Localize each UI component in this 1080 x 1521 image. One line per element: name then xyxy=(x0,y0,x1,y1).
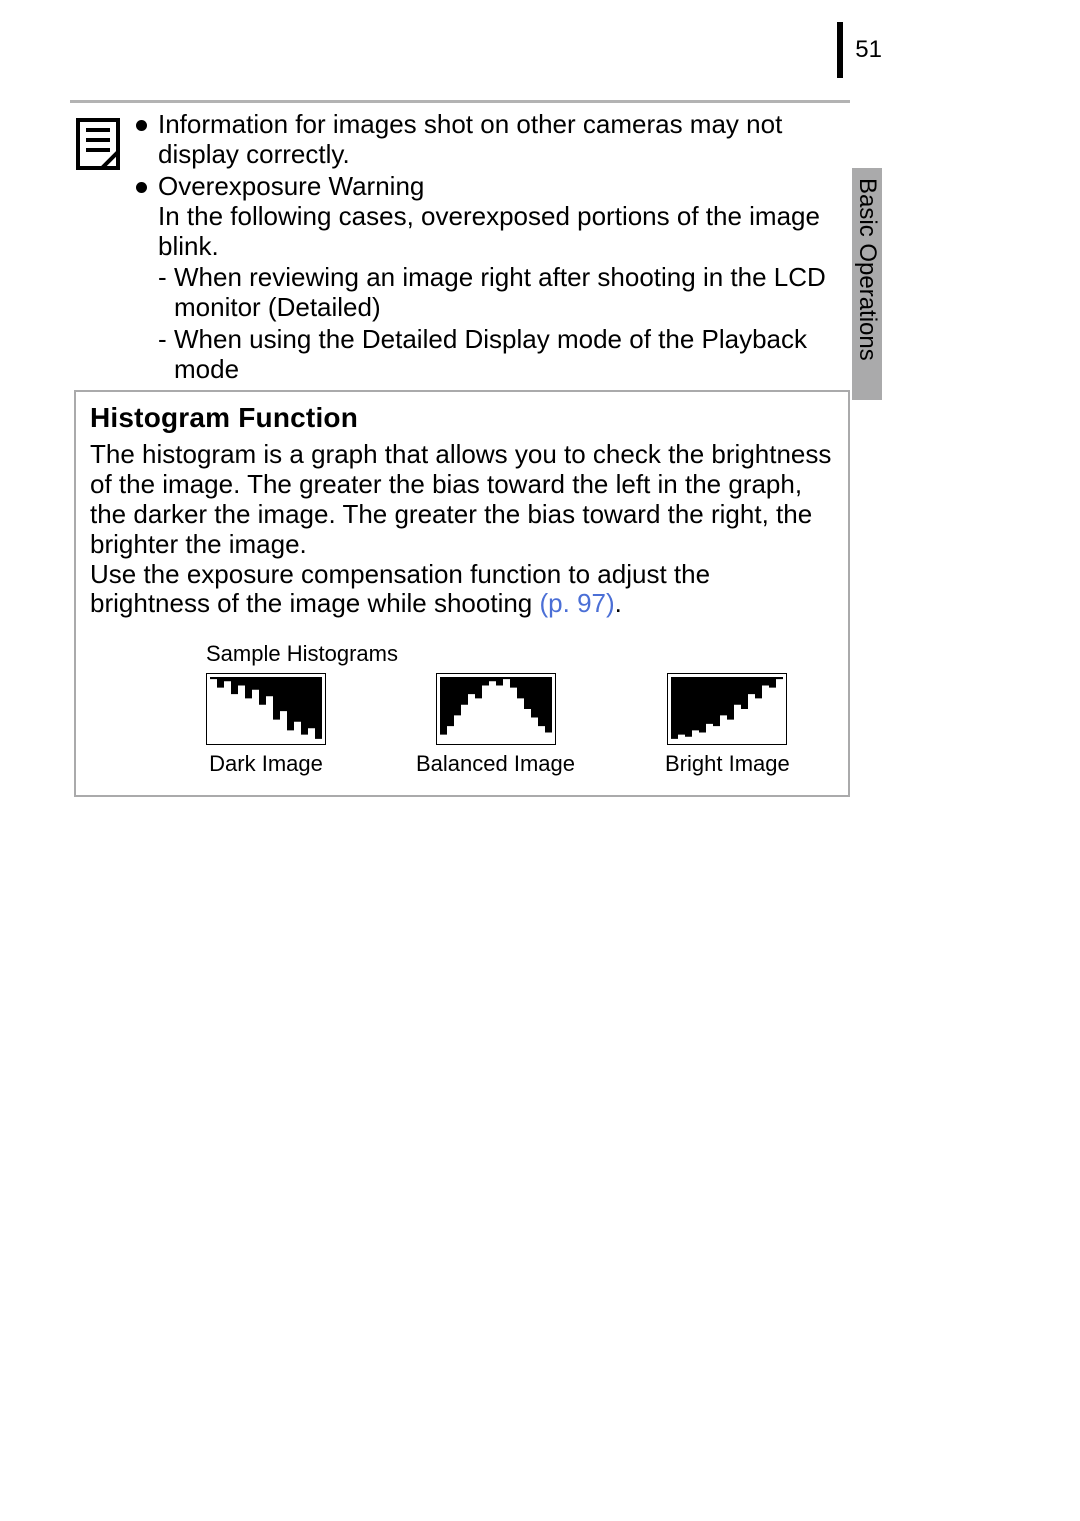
sample-histogram-bright: Bright Image xyxy=(665,673,790,777)
histogram-caption: Bright Image xyxy=(665,751,790,777)
note-bullet: Overexposure Warning In the following ca… xyxy=(136,172,850,385)
histogram-caption: Dark Image xyxy=(209,751,323,777)
histogram-icon xyxy=(667,673,787,745)
histogram-para2: Use the exposure compensation function t… xyxy=(90,560,834,620)
note-bullet: Information for images shot on other cam… xyxy=(136,110,850,170)
sample-histogram-balanced: Balanced Image xyxy=(416,673,575,777)
note-block: Information for images shot on other cam… xyxy=(74,110,850,387)
histogram-para2-suffix: . xyxy=(615,588,622,618)
sample-histogram-dark: Dark Image xyxy=(206,673,326,777)
histogram-icon xyxy=(206,673,326,745)
note-bullet-text: Information for images shot on other cam… xyxy=(158,109,782,169)
histogram-para1: The histogram is a graph that allows you… xyxy=(90,440,834,560)
note-bullet-text: Overexposure Warning xyxy=(158,171,424,201)
divider-rule xyxy=(70,100,850,103)
histogram-heading: Histogram Function xyxy=(90,402,834,434)
note-subitem: When using the Detailed Display mode of … xyxy=(158,325,850,385)
histogram-caption: Balanced Image xyxy=(416,751,575,777)
section-tab: Basic Operations xyxy=(852,168,882,400)
histogram-section: Histogram Function The histogram is a gr… xyxy=(74,390,850,797)
page-number-bar xyxy=(837,22,843,78)
manual-page: 51 Basic Operations Information for imag… xyxy=(0,0,1080,1521)
document-note-icon xyxy=(74,116,136,177)
note-body: Information for images shot on other cam… xyxy=(136,110,850,387)
sample-histograms-label: Sample Histograms xyxy=(206,641,834,667)
histogram-icon xyxy=(436,673,556,745)
page-number-group: 51 xyxy=(837,22,882,78)
note-subitem: When reviewing an image right after shoo… xyxy=(158,263,850,323)
note-followup: In the following cases, overexposed port… xyxy=(158,202,850,262)
page-reference-link[interactable]: (p. 97) xyxy=(540,588,615,618)
sample-histograms-row: Dark Image Balanced Image Bright Image xyxy=(206,673,834,777)
page-number: 51 xyxy=(855,36,882,64)
